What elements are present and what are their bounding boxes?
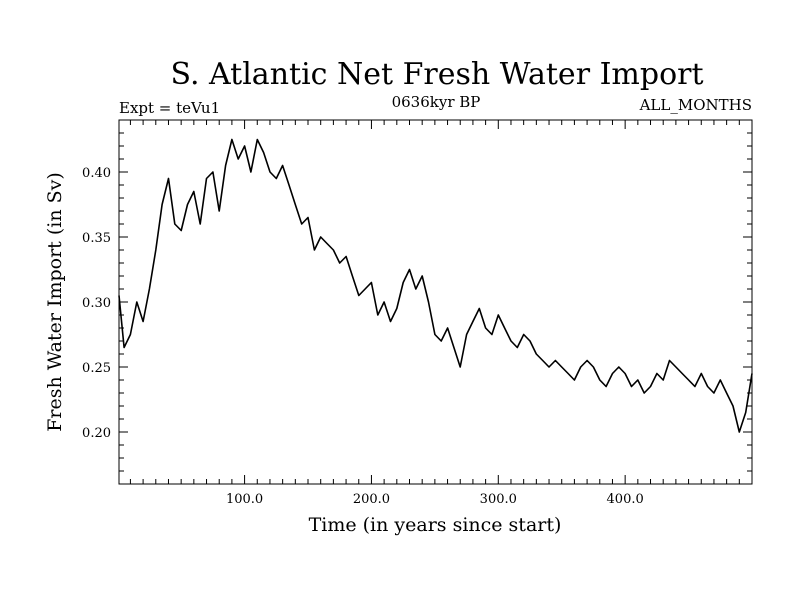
y-axis-label: Fresh Water Import (in Sv): [44, 172, 66, 432]
y-tick-label: 0.20: [82, 426, 111, 441]
x-tick-label: 400.0: [607, 492, 644, 507]
y-tick-label: 0.30: [82, 296, 111, 311]
chart-subtitle-right: ALL_MONTHS: [639, 96, 752, 114]
series-line: [118, 138, 753, 433]
x-tick-label: 200.0: [353, 492, 390, 507]
x-tick-label: 300.0: [480, 492, 517, 507]
y-tick-label: 0.35: [82, 231, 111, 246]
y-tick-label: 0.25: [82, 361, 111, 376]
axis-tick-labels: 100.0 200.0 300.0 400.0 0.20 0.25 0.30 0.35 0.40: [82, 166, 644, 507]
series-group: [118, 138, 753, 433]
chart-subtitle-left: Expt = teVu1: [119, 99, 220, 117]
x-axis-label: Time (in years since start): [309, 514, 562, 536]
chart-subtitle-center: 0636kyr BP: [392, 93, 481, 111]
chart-title: S. Atlantic Net Fresh Water Import: [170, 57, 703, 92]
axis-ticks: [119, 120, 752, 484]
y-tick-label: 0.40: [82, 166, 111, 181]
x-tick-label: 100.0: [226, 492, 263, 507]
